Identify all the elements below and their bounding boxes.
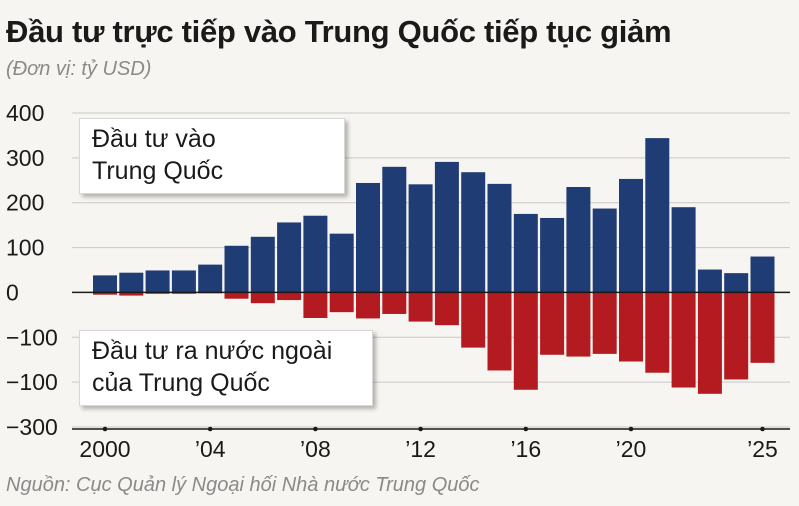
bar-inflow — [592, 208, 617, 293]
bar-outflow — [277, 292, 302, 301]
legend-outflow: Đầu tư ra nước ngoài của Trung Quốc — [79, 330, 373, 406]
bar-outflow — [93, 292, 117, 295]
bar-inflow — [408, 184, 433, 293]
bar-outflow — [566, 292, 591, 357]
bar-outflow — [250, 292, 275, 304]
bars — [93, 138, 775, 394]
bar-outflow — [645, 292, 670, 373]
x-tick-label: ’04 — [195, 436, 226, 462]
source-note: Nguồn: Cục Quản lý Ngoại hối Nhà nước Tr… — [6, 474, 480, 496]
bar-inflow — [487, 183, 512, 293]
bar-outflow — [356, 292, 380, 319]
bar-inflow — [198, 264, 223, 293]
bar-inflow — [356, 182, 380, 293]
bar-outflow — [540, 292, 565, 355]
chart-title: Đầu tư trực tiếp vào Trung Quốc tiếp tục… — [6, 14, 672, 49]
x-tick-mark — [628, 426, 634, 432]
bar-inflow — [329, 233, 354, 293]
bar-inflow — [145, 270, 170, 293]
y-tick-label: 0 — [6, 279, 19, 305]
x-tick-mark — [102, 426, 108, 432]
bar-inflow — [171, 270, 196, 293]
axes — [72, 291, 790, 432]
bar-outflow — [724, 292, 749, 380]
x-tick-label: ’08 — [300, 436, 331, 462]
legend-inflow: Đầu tư vào Trung Quốc — [79, 118, 345, 194]
bar-outflow — [487, 292, 512, 371]
x-tick-label: ’16 — [510, 436, 541, 462]
bar-inflow — [540, 217, 565, 293]
bar-inflow — [724, 273, 749, 293]
bar-outflow — [224, 292, 249, 299]
bar-outflow — [697, 292, 722, 394]
bar-inflow — [303, 215, 328, 293]
bar-outflow — [750, 292, 775, 363]
bar-inflow — [277, 222, 302, 293]
bar-outflow — [329, 292, 354, 313]
x-tick-mark — [313, 426, 318, 432]
y-tick-label: 400 — [6, 100, 44, 126]
bar-inflow — [619, 178, 643, 293]
x-tick-label: ’20 — [616, 436, 647, 462]
x-tick-mark — [207, 426, 213, 432]
x-tick-labels: 2000 ’04 ’08 ’12 ’16 ’20 ’25 — [79, 436, 777, 462]
bar-outflow — [382, 292, 407, 314]
bar-inflow — [750, 256, 775, 293]
y-tick-label: −300 — [6, 414, 58, 440]
y-tick-label: −100 — [6, 369, 58, 395]
bar-outflow — [671, 292, 696, 388]
x-tick-label: ’25 — [747, 436, 778, 462]
bar-inflow — [671, 207, 696, 293]
y-tick-label: 100 — [6, 235, 44, 261]
bar-inflow — [461, 172, 486, 293]
bar-outflow — [434, 292, 459, 326]
bar-outflow — [592, 292, 617, 354]
bar-inflow — [382, 166, 407, 293]
bar-inflow — [250, 236, 275, 293]
bar-inflow — [93, 275, 117, 293]
y-tick-label: −100 — [6, 324, 58, 350]
bar-inflow — [566, 187, 591, 293]
y-tick-label: 300 — [6, 145, 44, 171]
bar-inflow — [224, 245, 249, 293]
bar-inflow — [434, 161, 459, 293]
bar-outflow — [619, 292, 643, 362]
bar-inflow — [513, 213, 538, 293]
x-tick-label: 2000 — [79, 436, 130, 462]
bar-inflow — [119, 272, 144, 293]
y-tick-labels: 400 300 200 100 0 −100 −100 −300 — [6, 100, 58, 440]
y-tick-label: 200 — [6, 190, 44, 216]
x-tick-mark — [523, 426, 529, 432]
chart-subtitle: (Đơn vị: tỷ USD) — [6, 58, 152, 80]
bar-outflow — [461, 292, 486, 348]
x-tick-mark — [760, 426, 765, 432]
bar-outflow — [513, 292, 538, 390]
bar-inflow — [645, 138, 670, 293]
bar-outflow — [119, 292, 144, 296]
x-tick-label: ’12 — [405, 436, 436, 462]
bar-outflow — [303, 292, 328, 318]
x-tick-mark — [418, 426, 423, 432]
bar-inflow — [697, 269, 722, 293]
bar-outflow — [408, 292, 433, 322]
